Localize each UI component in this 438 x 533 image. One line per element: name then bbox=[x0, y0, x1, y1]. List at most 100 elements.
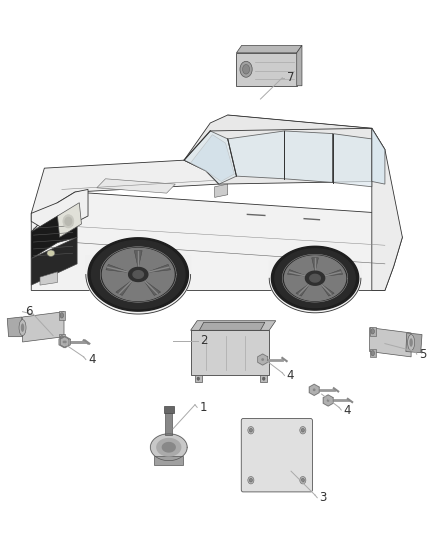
Polygon shape bbox=[309, 384, 319, 395]
Ellipse shape bbox=[313, 389, 316, 391]
Polygon shape bbox=[184, 131, 237, 184]
Polygon shape bbox=[285, 131, 332, 182]
Polygon shape bbox=[143, 279, 161, 295]
Polygon shape bbox=[269, 261, 361, 313]
Polygon shape bbox=[162, 442, 175, 452]
Ellipse shape bbox=[63, 215, 74, 228]
Text: 4: 4 bbox=[343, 403, 351, 416]
Text: 4: 4 bbox=[287, 369, 294, 382]
Ellipse shape bbox=[248, 426, 254, 434]
Ellipse shape bbox=[300, 477, 306, 484]
Text: 3: 3 bbox=[319, 491, 327, 504]
Polygon shape bbox=[310, 274, 320, 282]
Ellipse shape bbox=[60, 336, 64, 341]
Polygon shape bbox=[151, 434, 187, 461]
Text: 2: 2 bbox=[200, 334, 207, 348]
Polygon shape bbox=[370, 327, 376, 336]
FancyBboxPatch shape bbox=[154, 456, 184, 465]
Polygon shape bbox=[191, 135, 234, 181]
Polygon shape bbox=[287, 270, 307, 277]
Ellipse shape bbox=[327, 399, 329, 402]
Ellipse shape bbox=[197, 377, 200, 380]
Polygon shape bbox=[372, 128, 385, 184]
Ellipse shape bbox=[249, 478, 252, 482]
Ellipse shape bbox=[371, 351, 374, 356]
Ellipse shape bbox=[243, 64, 250, 74]
Polygon shape bbox=[261, 375, 267, 382]
Ellipse shape bbox=[60, 313, 64, 318]
Ellipse shape bbox=[301, 478, 304, 482]
Polygon shape bbox=[7, 317, 22, 337]
Text: 7: 7 bbox=[287, 71, 294, 84]
Polygon shape bbox=[199, 322, 265, 330]
FancyBboxPatch shape bbox=[165, 411, 172, 435]
Polygon shape bbox=[372, 128, 403, 290]
Ellipse shape bbox=[240, 61, 252, 77]
Polygon shape bbox=[285, 256, 346, 301]
Polygon shape bbox=[31, 237, 77, 285]
Polygon shape bbox=[22, 312, 64, 342]
Polygon shape bbox=[88, 238, 188, 311]
Ellipse shape bbox=[410, 338, 413, 347]
FancyBboxPatch shape bbox=[191, 330, 269, 375]
Polygon shape bbox=[296, 283, 311, 296]
Polygon shape bbox=[146, 264, 170, 273]
Polygon shape bbox=[59, 336, 69, 348]
Polygon shape bbox=[370, 349, 376, 358]
Ellipse shape bbox=[262, 377, 265, 380]
Polygon shape bbox=[97, 179, 175, 193]
Polygon shape bbox=[258, 354, 268, 365]
FancyBboxPatch shape bbox=[241, 418, 312, 492]
Ellipse shape bbox=[371, 329, 374, 334]
Text: 5: 5 bbox=[419, 348, 426, 361]
Polygon shape bbox=[59, 334, 65, 343]
Ellipse shape bbox=[248, 477, 254, 484]
Ellipse shape bbox=[249, 429, 252, 432]
Polygon shape bbox=[228, 131, 285, 179]
Polygon shape bbox=[40, 272, 57, 285]
Polygon shape bbox=[31, 160, 219, 232]
Polygon shape bbox=[133, 271, 144, 278]
Text: 6: 6 bbox=[25, 305, 32, 318]
Text: 4: 4 bbox=[88, 353, 95, 366]
Ellipse shape bbox=[301, 429, 304, 432]
Ellipse shape bbox=[21, 324, 24, 332]
Polygon shape bbox=[191, 321, 276, 330]
Polygon shape bbox=[275, 249, 355, 308]
Polygon shape bbox=[31, 189, 88, 229]
Polygon shape bbox=[57, 203, 81, 237]
Polygon shape bbox=[116, 279, 134, 295]
Ellipse shape bbox=[19, 320, 26, 336]
Polygon shape bbox=[195, 375, 201, 382]
Polygon shape bbox=[322, 270, 343, 277]
Polygon shape bbox=[31, 192, 403, 290]
Polygon shape bbox=[237, 45, 302, 53]
Polygon shape bbox=[332, 134, 372, 187]
Ellipse shape bbox=[65, 217, 72, 225]
Polygon shape bbox=[31, 211, 77, 259]
Ellipse shape bbox=[408, 335, 415, 351]
Text: 1: 1 bbox=[199, 401, 207, 414]
Ellipse shape bbox=[64, 341, 67, 343]
Polygon shape bbox=[129, 268, 148, 281]
Polygon shape bbox=[305, 271, 325, 285]
Ellipse shape bbox=[261, 358, 264, 361]
Polygon shape bbox=[323, 395, 333, 406]
Polygon shape bbox=[406, 333, 422, 353]
Polygon shape bbox=[312, 258, 318, 272]
Polygon shape bbox=[272, 246, 359, 310]
Polygon shape bbox=[297, 45, 302, 86]
FancyBboxPatch shape bbox=[163, 406, 174, 413]
Ellipse shape bbox=[63, 341, 65, 343]
Polygon shape bbox=[86, 256, 191, 314]
Polygon shape bbox=[134, 251, 142, 269]
Ellipse shape bbox=[300, 426, 306, 434]
Polygon shape bbox=[215, 184, 228, 197]
Polygon shape bbox=[184, 115, 385, 184]
Ellipse shape bbox=[47, 250, 55, 256]
Polygon shape bbox=[370, 328, 411, 357]
Polygon shape bbox=[92, 240, 185, 309]
FancyBboxPatch shape bbox=[237, 53, 297, 86]
Polygon shape bbox=[59, 311, 65, 320]
Polygon shape bbox=[320, 283, 334, 296]
